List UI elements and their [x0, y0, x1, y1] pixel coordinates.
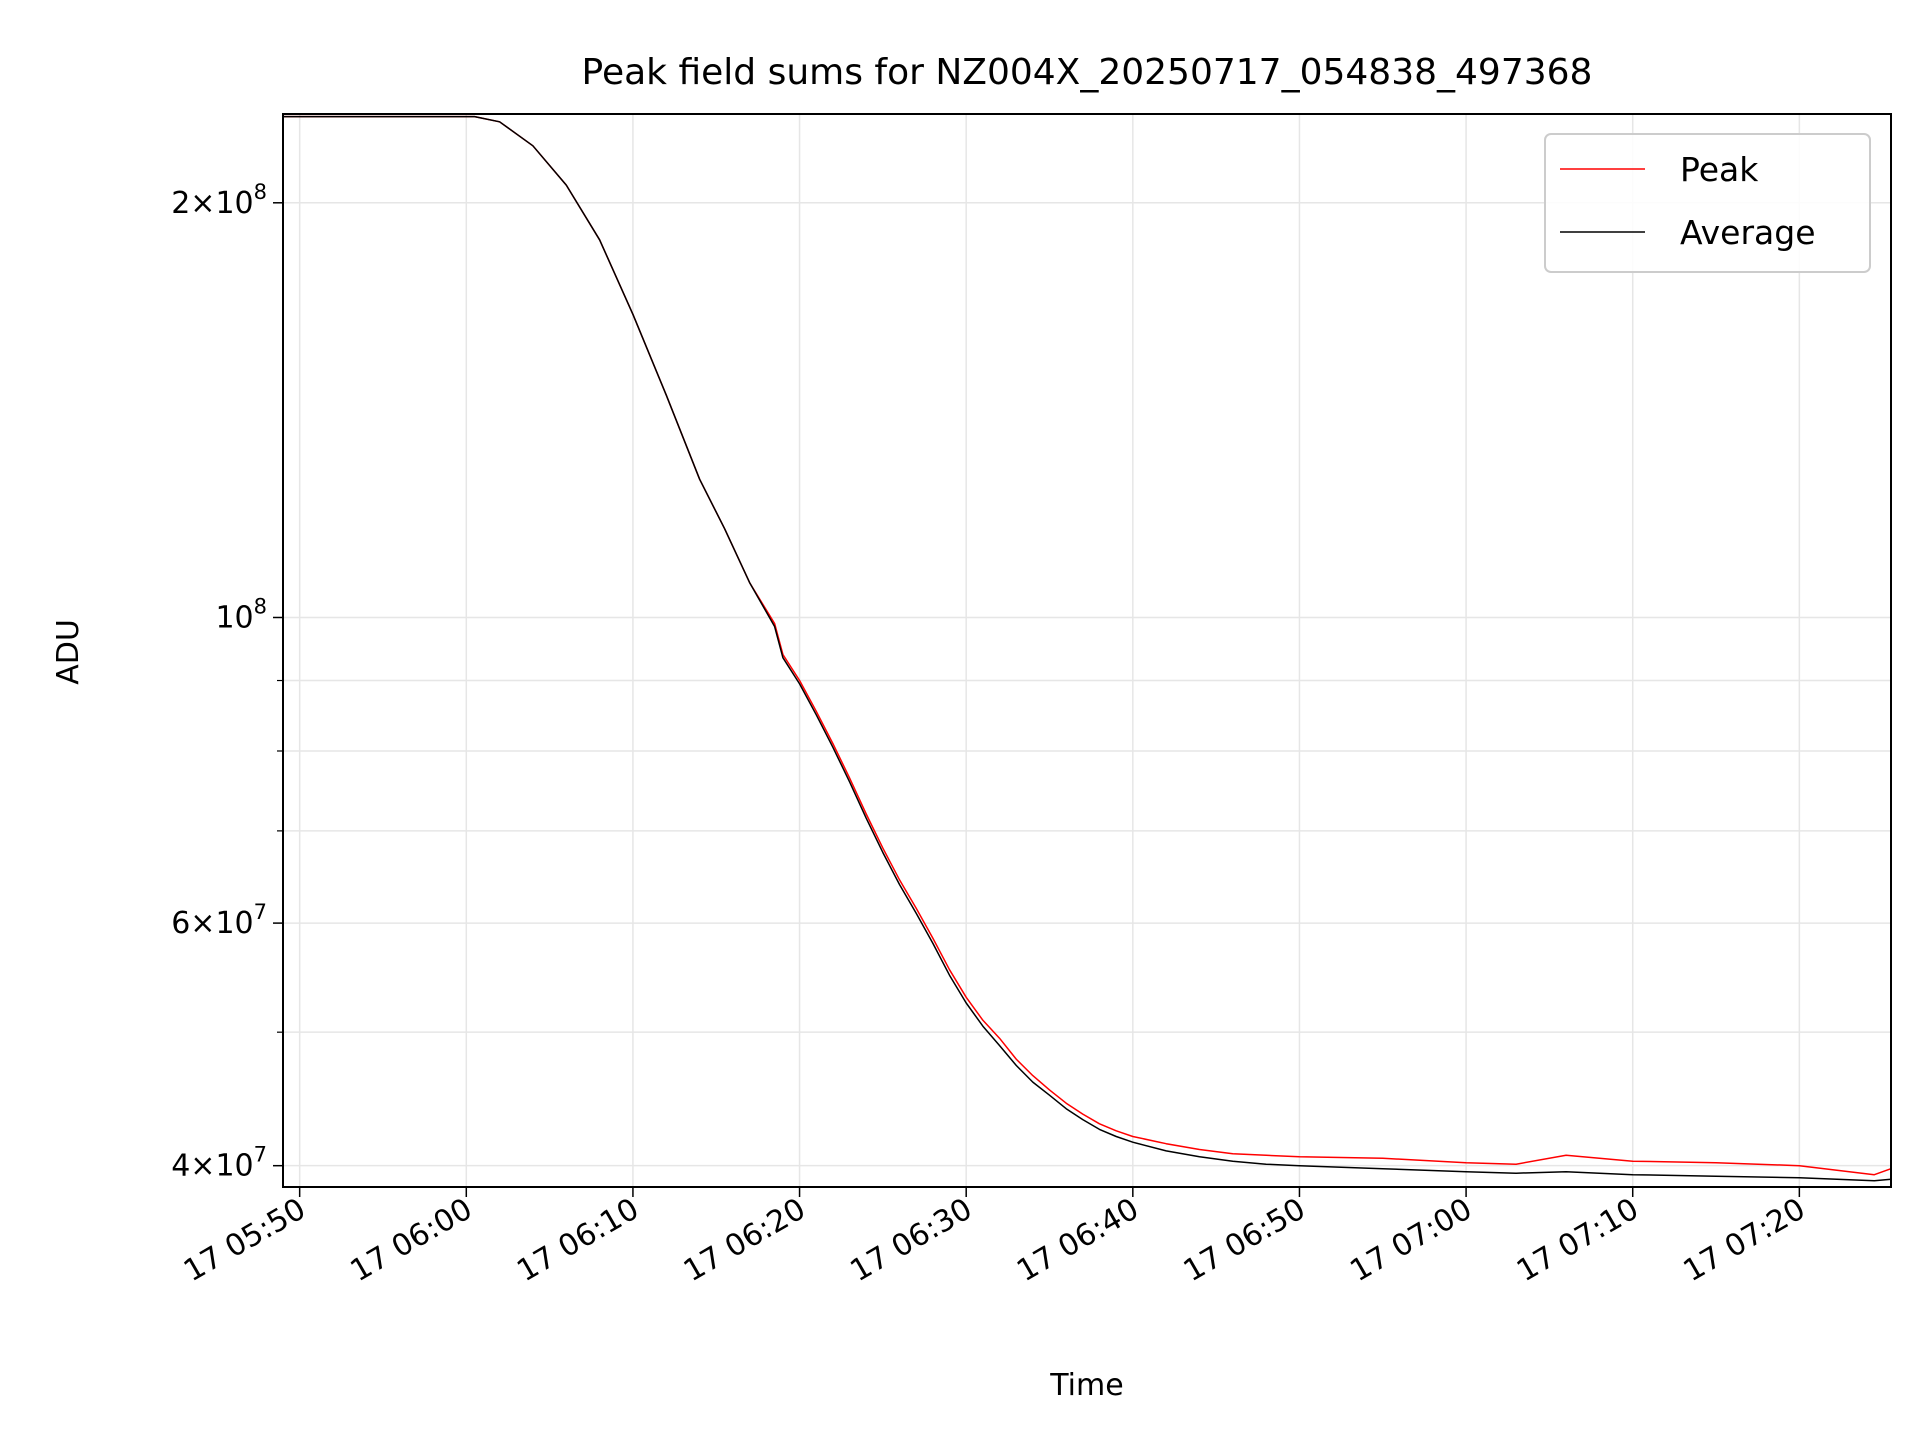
x-tick-label: 17 05:50 — [178, 1192, 312, 1289]
x-tick-label: 17 06:00 — [345, 1192, 479, 1289]
x-tick-label: 17 07:20 — [1678, 1192, 1812, 1289]
y-tick-label: 108 — [215, 594, 267, 635]
x-tick-label: 17 06:50 — [1178, 1192, 1312, 1289]
y-tick-label: 2×108 — [171, 180, 267, 221]
grid — [283, 114, 1891, 1187]
series-layer — [283, 115, 1892, 1182]
series-line-peak — [283, 115, 1892, 1176]
x-tick-label: 17 07:00 — [1344, 1192, 1478, 1289]
y-tick-label: 4×107 — [171, 1143, 267, 1184]
x-axis-label: Time — [1049, 1368, 1123, 1403]
legend: Peak Average — [1544, 133, 1871, 273]
series-line-average — [283, 115, 1892, 1182]
legend-label-peak: Peak — [1680, 150, 1759, 189]
x-tick-label: 17 06:20 — [678, 1192, 812, 1289]
x-tick-label: 17 06:30 — [844, 1192, 978, 1289]
chart-title: Peak field sums for NZ004X_20250717_0548… — [582, 52, 1593, 93]
y-axis-label: ADU — [51, 619, 86, 685]
x-tick-label: 17 07:10 — [1511, 1192, 1645, 1289]
x-tick-label: 17 06:10 — [511, 1192, 645, 1289]
legend-label-average: Average — [1680, 213, 1816, 252]
axis-ticks: 17 05:50 17 06:00 17 06:10 17 06:20 17 06:30… — [171, 180, 1811, 1289]
x-tick-label: 17 06:40 — [1011, 1192, 1145, 1289]
plot-frame — [282, 113, 1892, 1188]
y-tick-label: 6×107 — [171, 900, 267, 941]
